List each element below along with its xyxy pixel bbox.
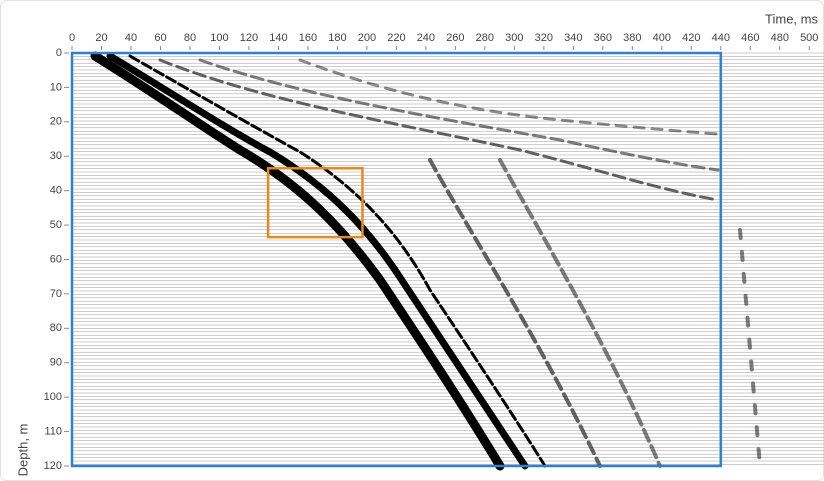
y-tick-label: 20 — [50, 116, 62, 128]
x-tick-label: 500 — [800, 32, 818, 44]
y-tick-label: 120 — [44, 460, 62, 472]
x-tick-label: 60 — [154, 32, 166, 44]
y-tick-label: 70 — [50, 288, 62, 300]
x-tick-label: 440 — [712, 32, 730, 44]
y-tick-label: 60 — [50, 253, 62, 265]
y-tick-label: 40 — [50, 185, 62, 197]
y-tick-label: 90 — [50, 357, 62, 369]
y-tick-label: 0 — [56, 47, 62, 59]
x-tick-label: 80 — [184, 32, 196, 44]
x-tick-label: 20 — [95, 32, 107, 44]
y-tick-label: 10 — [50, 81, 62, 93]
x-tick-label: 140 — [269, 32, 287, 44]
y-tick-label: 30 — [50, 150, 62, 162]
x-tick-label: 320 — [535, 32, 553, 44]
x-tick-label: 120 — [240, 32, 258, 44]
x-tick-label: 220 — [387, 32, 405, 44]
x-tick-label: 300 — [505, 32, 523, 44]
x-tick-label: 100 — [210, 32, 228, 44]
x-tick-label: 420 — [682, 32, 700, 44]
x-tick-label: 360 — [594, 32, 612, 44]
y-tick-label: 50 — [50, 219, 62, 231]
y-tick-label: 80 — [50, 322, 62, 334]
x-tick-label: 380 — [623, 32, 641, 44]
x-tick-label: 280 — [476, 32, 494, 44]
x-tick-label: 340 — [564, 32, 582, 44]
x-tick-label: 180 — [328, 32, 346, 44]
y-tick-label: 100 — [44, 391, 62, 403]
x-tick-label: 480 — [771, 32, 789, 44]
x-tick-label: 200 — [358, 32, 376, 44]
y-tick-label: 110 — [44, 425, 62, 437]
x-axis-title: Time, ms — [765, 11, 818, 26]
x-tick-label: 260 — [446, 32, 464, 44]
x-tick-label: 240 — [417, 32, 435, 44]
x-tick-label: 160 — [299, 32, 317, 44]
x-tick-label: 460 — [741, 32, 759, 44]
chart: Time, ms Depth, m 0204060801001201401601… — [0, 0, 824, 481]
x-tick-label: 40 — [125, 32, 137, 44]
x-tick-label: 400 — [653, 32, 671, 44]
x-tick-label: 0 — [69, 32, 75, 44]
y-axis-title: Depth, m — [15, 424, 30, 477]
